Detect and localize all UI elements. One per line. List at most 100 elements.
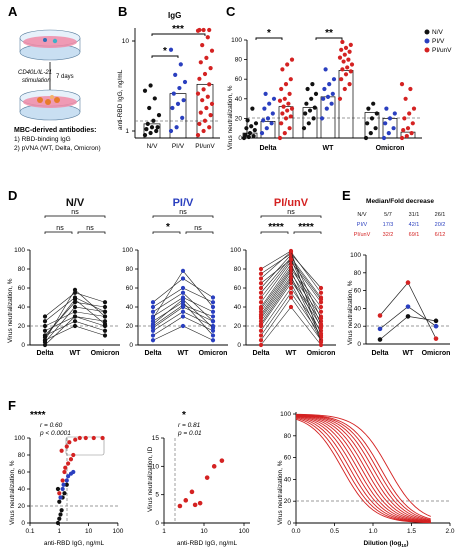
d-point	[150, 333, 156, 338]
d-point	[210, 314, 216, 319]
e-point	[405, 304, 411, 309]
f2-ytick-label: 5	[155, 492, 159, 499]
d-point	[150, 338, 156, 343]
d-point	[180, 276, 186, 281]
f3-ytick-label: 0	[287, 520, 291, 527]
d-title: N/V	[66, 197, 85, 209]
d-ytick-label: 100	[230, 247, 241, 254]
b-xtick-nv: N/V	[147, 143, 159, 150]
f2-point	[197, 500, 203, 506]
d-point	[180, 285, 186, 291]
c-point	[285, 62, 290, 67]
c-point	[250, 106, 255, 111]
b-point	[168, 128, 174, 134]
c-point	[283, 82, 289, 87]
c-point	[408, 86, 413, 92]
c-point	[405, 126, 411, 131]
d-point	[180, 297, 186, 302]
d-sig: ns	[194, 225, 202, 232]
f3-curve	[295, 414, 431, 521]
c-point	[281, 104, 286, 109]
c-bar	[364, 112, 380, 139]
c-point	[399, 135, 405, 141]
f3-curve	[295, 415, 431, 523]
f1-xlabel: anti-RBD IgG, ng/mL	[44, 540, 105, 547]
f3-xtick-label: 2.0	[445, 528, 454, 535]
b-point	[171, 91, 176, 96]
c-point	[282, 96, 287, 101]
b-point	[182, 79, 188, 85]
f2-point	[211, 464, 217, 469]
e-ytick-label: 100	[350, 252, 361, 259]
c-point	[309, 96, 314, 101]
c-point	[261, 118, 266, 123]
f1-ytick-label: 100	[14, 435, 25, 442]
c-point	[253, 121, 259, 126]
c-xtick-delta: Delta	[259, 145, 276, 152]
b-point	[198, 110, 203, 115]
b-bar-0	[143, 123, 161, 139]
d-point	[258, 285, 264, 291]
f1-point	[71, 452, 76, 458]
f1-point	[64, 444, 69, 449]
f1-ticks: 0 20 40 60 80 100 0.1 1 10 100	[14, 435, 124, 535]
c-point	[330, 91, 335, 96]
svg-text:D: D	[8, 188, 17, 203]
d-title: PI/unV	[274, 197, 309, 209]
f1-point	[73, 437, 78, 442]
f3-ytick-label: 40	[284, 476, 292, 483]
f3-ytick-label: 20	[284, 498, 292, 505]
b-point	[197, 121, 202, 126]
c-point	[327, 82, 332, 87]
d-point	[72, 314, 78, 319]
f3-xtick-label: 0.0	[291, 528, 300, 535]
c-point	[280, 67, 285, 72]
f1-ytick-label: 40	[18, 486, 26, 493]
f3-ylabel: Virus neutralization, %	[277, 460, 284, 525]
f3-ytick-label: 100	[280, 411, 291, 418]
e-table: N/V 5/7 31/1 26/1 PI/V 17/3 42/1 20/2 PI/unV 32/2…	[354, 212, 446, 238]
e-ytick-label: 20	[354, 323, 362, 330]
d-point	[318, 309, 324, 314]
d-ytick-label: 20	[234, 323, 242, 330]
f1-point	[68, 457, 74, 462]
d-plots: N/V 0 20 40 60 80 100 Virus neutralization, % De…	[7, 197, 336, 357]
f1-ytick-label: 0	[21, 520, 25, 527]
d-sig: ****	[298, 222, 314, 233]
f1-point	[59, 448, 64, 453]
f2-ytick-label: 10	[152, 463, 160, 470]
f3-curve	[295, 413, 431, 520]
e-table-cell: 5/7	[384, 212, 392, 218]
c-point	[373, 126, 378, 131]
d-point	[258, 333, 264, 338]
e-marks	[377, 280, 439, 342]
d-point	[210, 325, 216, 330]
c-point	[348, 42, 353, 48]
e-line	[379, 316, 437, 340]
f1-point	[58, 512, 63, 517]
b-point	[208, 65, 213, 71]
c-point	[247, 131, 253, 136]
b-point	[155, 125, 160, 130]
b-sig-2: ***	[172, 24, 184, 35]
c-point	[369, 116, 375, 121]
b-bar-2	[196, 83, 214, 139]
f1-xtick-label: 100	[112, 528, 123, 535]
f1-xtick-label: 10	[85, 528, 93, 535]
d-bracket	[152, 231, 181, 234]
d-point	[318, 322, 324, 327]
step-label-2: stimulation	[22, 78, 51, 84]
c-point	[392, 111, 397, 116]
d-bracket	[260, 231, 289, 234]
f3-xtick-label: 1.5	[407, 528, 416, 535]
c-point	[343, 72, 349, 77]
e-ytick-label: 80	[354, 270, 362, 277]
b-point	[147, 105, 152, 111]
d-ytick-label: 40	[126, 304, 134, 311]
c-point	[304, 101, 309, 106]
c-point	[339, 77, 344, 82]
d-point	[102, 309, 108, 314]
d-point	[180, 309, 186, 314]
e-ytick-label: 0	[357, 341, 361, 348]
b-point	[148, 83, 153, 88]
